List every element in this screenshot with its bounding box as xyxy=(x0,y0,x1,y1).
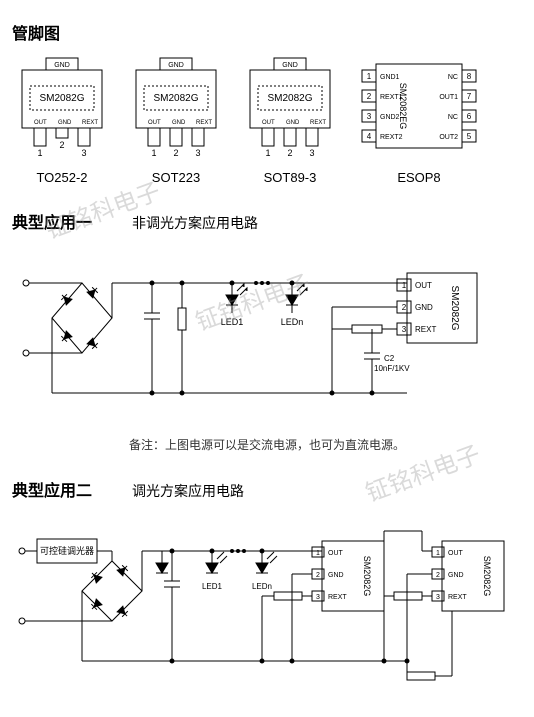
pkg-label-esop8: ESOP8 xyxy=(397,170,440,185)
app1-svg: LED1 LEDn SM2082G 1 OUT 2 GND 3 REXT xyxy=(12,253,522,423)
pin-diagram-title: 管脚图 xyxy=(12,20,522,44)
svg-text:OUT: OUT xyxy=(328,550,344,557)
svg-text:3: 3 xyxy=(309,148,314,158)
svg-text:REXT2: REXT2 xyxy=(380,134,403,141)
esop8-right-pins: 8 NC 7 OUT1 6 NC 5 OUT2 xyxy=(439,70,476,142)
svg-text:3: 3 xyxy=(81,148,86,158)
svg-text:1: 1 xyxy=(436,550,440,557)
svg-text:GND: GND xyxy=(286,120,300,126)
svg-text:GND: GND xyxy=(282,62,298,69)
svg-text:LED1: LED1 xyxy=(202,582,223,591)
svg-text:SM2082G: SM2082G xyxy=(449,285,460,330)
svg-text:GND1: GND1 xyxy=(380,74,400,81)
svg-text:8: 8 xyxy=(467,72,472,81)
app1-title: 典型应用一 xyxy=(12,209,92,233)
svg-text:7: 7 xyxy=(467,92,472,101)
pkg-label-sot223: SOT223 xyxy=(152,170,200,185)
svg-text:3: 3 xyxy=(436,594,440,601)
svg-text:SM2082EG: SM2082EG xyxy=(398,83,408,130)
esop8-left-pins: 1 GND1 2 REXT1 3 GND2 4 REXT2 xyxy=(362,70,403,142)
svg-text:NC: NC xyxy=(448,114,458,121)
svg-text:OUT2: OUT2 xyxy=(439,134,458,141)
app1-remark: 备注：上图电源可以是交流电源，也可为直流电源。 xyxy=(12,436,522,453)
pin-rext: REXT xyxy=(82,120,98,126)
svg-text:1: 1 xyxy=(367,72,372,81)
svg-text:2: 2 xyxy=(173,148,178,158)
svg-text:4: 4 xyxy=(367,132,372,141)
pkg-sot223: GND SM2082G OUT GND REXT 1 2 3 SOT223 xyxy=(126,56,226,185)
svg-text:2: 2 xyxy=(59,140,64,150)
svg-text:3: 3 xyxy=(195,148,200,158)
svg-text:REXT: REXT xyxy=(196,120,212,126)
svg-text:REXT: REXT xyxy=(415,325,436,334)
svg-text:REXT: REXT xyxy=(328,594,347,601)
svg-text:C2: C2 xyxy=(384,354,395,363)
svg-text:GND: GND xyxy=(415,303,433,312)
svg-text:5: 5 xyxy=(467,132,472,141)
pin-gnd: GND xyxy=(58,120,72,126)
svg-text:1: 1 xyxy=(265,148,270,158)
svg-text:1: 1 xyxy=(151,148,156,158)
svg-text:GND2: GND2 xyxy=(380,114,400,121)
svg-text:2: 2 xyxy=(367,92,372,101)
svg-text:1: 1 xyxy=(37,148,42,158)
pin-out: OUT xyxy=(34,120,47,126)
svg-text:OUT: OUT xyxy=(415,281,432,290)
svg-text:GND: GND xyxy=(168,62,184,69)
app1-circuit: 钲铭科电子 LED1 xyxy=(12,253,522,428)
packages-row: GND SM2082G OUT GND REXT 1 2 3 TO252-2 G… xyxy=(12,56,522,185)
app2-circuit: 可控硅调光器 LED1 LEDn xyxy=(12,521,522,696)
svg-text:OUT: OUT xyxy=(448,550,464,557)
svg-text:6: 6 xyxy=(467,112,472,121)
svg-text:REXT: REXT xyxy=(310,120,326,126)
gnd-tab-label: GND xyxy=(54,62,70,69)
svg-text:3: 3 xyxy=(316,594,320,601)
app2-subtitle: 调光方案应用电路 xyxy=(132,481,244,501)
svg-text:SM2082G: SM2082G xyxy=(482,556,492,597)
svg-text:NC: NC xyxy=(448,74,458,81)
svg-text:REXT: REXT xyxy=(448,594,467,601)
svg-text:REXT1: REXT1 xyxy=(380,94,403,101)
svg-text:SM2082G: SM2082G xyxy=(362,556,372,597)
svg-text:3: 3 xyxy=(367,112,372,121)
pkg-sot89: GND SM2082G OUT GND REXT 1 2 3 SOT89-3 xyxy=(240,56,340,185)
pkg-esop8-svg: SM2082EG 1 GND1 2 REXT1 3 GND2 4 REXT2 8… xyxy=(354,56,484,166)
led-string xyxy=(226,283,307,313)
svg-text:2: 2 xyxy=(436,572,440,579)
svg-text:SM2082G: SM2082G xyxy=(153,93,198,104)
pkg-label-sot89: SOT89-3 xyxy=(264,170,317,185)
pkg-sot89-svg: GND SM2082G OUT GND REXT 1 2 3 xyxy=(240,56,340,166)
svg-text:可控硅调光器: 可控硅调光器 xyxy=(40,545,94,556)
svg-text:GND: GND xyxy=(172,120,186,126)
svg-text:LEDn: LEDn xyxy=(281,317,304,327)
pkg-sot223-svg: GND SM2082G OUT GND REXT 1 2 3 xyxy=(126,56,226,166)
app2-title: 典型应用二 xyxy=(12,477,92,501)
svg-text:LEDn: LEDn xyxy=(252,582,272,591)
pkg-to252-svg: GND SM2082G OUT GND REXT 1 2 3 xyxy=(12,56,112,166)
svg-text:SM2082G: SM2082G xyxy=(267,93,312,104)
svg-text:2: 2 xyxy=(402,303,407,312)
pkg-to252: GND SM2082G OUT GND REXT 1 2 3 TO252-2 xyxy=(12,56,112,185)
chip-label: SM2082G xyxy=(39,93,84,104)
svg-text:GND: GND xyxy=(448,572,464,579)
svg-text:OUT1: OUT1 xyxy=(439,94,458,101)
app1-subtitle: 非调光方案应用电路 xyxy=(132,213,258,233)
pkg-label-to252: TO252-2 xyxy=(36,170,87,185)
svg-text:2: 2 xyxy=(287,148,292,158)
svg-text:OUT: OUT xyxy=(148,120,161,126)
svg-text:1: 1 xyxy=(316,550,320,557)
pkg-esop8: SM2082EG 1 GND1 2 REXT1 3 GND2 4 REXT2 8… xyxy=(354,56,484,185)
app2-svg: 可控硅调光器 LED1 LEDn xyxy=(12,521,532,691)
svg-text:OUT: OUT xyxy=(262,120,275,126)
svg-text:3: 3 xyxy=(402,325,407,334)
svg-text:10nF/1KV: 10nF/1KV xyxy=(374,364,410,373)
svg-text:2: 2 xyxy=(316,572,320,579)
svg-text:GND: GND xyxy=(328,572,344,579)
svg-text:1: 1 xyxy=(402,281,407,290)
svg-text:LED1: LED1 xyxy=(221,317,244,327)
